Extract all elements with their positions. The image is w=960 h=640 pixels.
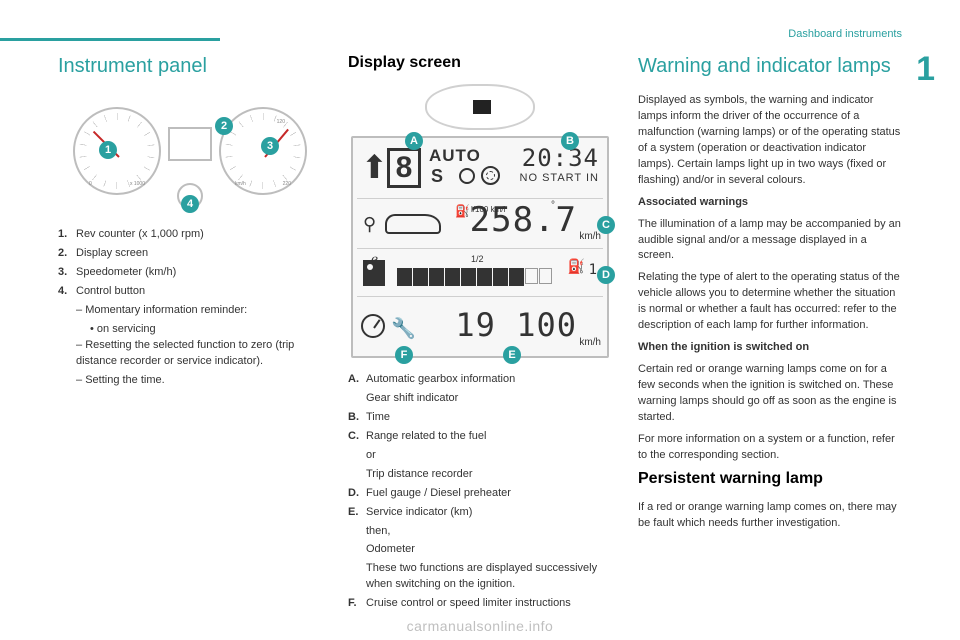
page-columns: Instrument panel 0 x 1000 120 km/h 220 1…: [58, 54, 902, 602]
list-sub: Odometer: [348, 542, 612, 558]
list-sub: These two functions are displayed succes…: [348, 561, 612, 593]
col3-p5: For more information on a system or a fu…: [638, 432, 902, 464]
display-screen-diagram: ⬆ 8 AUTO S 20:34 NO START IN ⚲ ⛽ l/100 k…: [351, 136, 609, 358]
label-C: C: [597, 216, 615, 234]
kmh-label: km/h: [579, 231, 601, 242]
badge-1: 1: [99, 141, 117, 159]
s-flag: S: [431, 166, 443, 187]
label-F: F: [395, 346, 413, 364]
kmh-label-2: km/h: [579, 337, 601, 348]
rev-unit: x 1000: [130, 181, 145, 187]
col2-list: A.Automatic gearbox information: [348, 372, 612, 388]
list-item: Setting the time.: [76, 373, 322, 389]
pump-icon: ⛽: [455, 204, 470, 218]
snow-icon: [481, 166, 500, 185]
display-row-d: ℯ 1/2 ⛽ 1: [353, 250, 607, 294]
speed-max: 220: [283, 181, 291, 187]
half-label: 1/2: [471, 254, 484, 264]
speed-top: 120: [277, 119, 285, 125]
list-item: E.Service indicator (km): [348, 505, 612, 521]
badge-2: 2: [215, 117, 233, 135]
display-row-c: ⚲ ⛽ l/100 km/l 258.7 ° km/h: [353, 200, 607, 246]
gear-digit: 8: [387, 148, 421, 188]
col1-sublist-2: Resetting the selected function to zero …: [58, 338, 322, 389]
chapter-number: 1: [916, 50, 935, 89]
list-sub: Gear shift indicator: [348, 391, 612, 407]
list-sub: Trip distance recorder: [348, 467, 612, 483]
col1-title: Instrument panel: [58, 54, 322, 79]
fuel-bars: [397, 268, 552, 286]
pin-icon: ⚲: [363, 214, 376, 235]
col3-p4: Certain red or orange warning lamps come…: [638, 362, 902, 426]
service-value: 19 100: [455, 306, 577, 344]
label-D: D: [597, 266, 615, 284]
col3-h-persist: Persistent warning lamp: [638, 470, 902, 488]
col3-title: Warning and indicator lamps: [638, 54, 902, 79]
label-A: A: [405, 132, 423, 150]
wrench-icon: 🔧: [391, 316, 416, 341]
col3-p6: If a red or orange warning lamp comes on…: [638, 500, 902, 532]
rev-counter-dial: 0 x 1000: [73, 107, 161, 195]
auto-label: AUTO: [429, 146, 481, 166]
instrument-cluster-diagram: 0 x 1000 120 km/h 220 1 2 3 4: [65, 93, 315, 213]
fuel-one: 1: [589, 262, 597, 278]
col3-h-assoc: Associated warnings: [638, 195, 902, 211]
list-sub: or: [348, 448, 612, 464]
list-item: B.Time: [348, 410, 612, 426]
label-E: E: [503, 346, 521, 364]
range-value: 258.7: [470, 200, 577, 240]
list-sub: then,: [348, 524, 612, 540]
col1-sublist: Momentary information reminder:: [58, 303, 322, 319]
list-item: 3.Speedometer (km/h): [58, 265, 322, 281]
speed-dial-icon: [361, 314, 385, 338]
watermark: carmanualsonline.info: [0, 618, 960, 634]
nostart-label: NO START IN: [520, 172, 599, 184]
pump-icon-2: ⛽: [568, 258, 585, 275]
display-row-ef: 🔧 19 100 km/h: [353, 298, 607, 356]
col3-p1: Displayed as symbols, the warning and in…: [638, 93, 902, 189]
badge-3: 3: [261, 137, 279, 155]
preheat-icon: ℯ: [371, 252, 378, 266]
list-item: 1.Rev counter (x 1,000 rpm): [58, 227, 322, 243]
center-display-icon: [168, 127, 212, 161]
deg-icon: °: [551, 200, 555, 211]
list-item: F.Cruise control or speed limiter instru…: [348, 596, 612, 612]
col3-p3: Relating the type of alert to the operat…: [638, 270, 902, 334]
time-value: 20:34: [522, 144, 599, 172]
display-diagram-wrap: ⬆ 8 AUTO S 20:34 NO START IN ⚲ ⛽ l/100 k…: [351, 84, 609, 358]
display-row-a: ⬆ 8 AUTO S 20:34 NO START IN: [353, 142, 607, 196]
col1-dotlist: on servicing: [58, 322, 322, 338]
list-item: Resetting the selected function to zero …: [76, 338, 322, 370]
column-2: Display screen ⬆ 8 AUTO S 20:34 NO START…: [348, 54, 612, 602]
list-item: 4.Control button: [58, 284, 322, 300]
col1-list: 1.Rev counter (x 1,000 rpm) 2.Display sc…: [58, 227, 322, 300]
list-item: A.Automatic gearbox information: [348, 372, 612, 388]
list-item: D.Fuel gauge / Diesel preheater: [348, 486, 612, 502]
list-item: C.Range related to the fuel: [348, 429, 612, 445]
display-bezel: [425, 84, 535, 130]
column-3: Warning and indicator lamps Displayed as…: [638, 54, 902, 602]
rev-zero: 0: [89, 181, 92, 187]
column-1: Instrument panel 0 x 1000 120 km/h 220 1…: [58, 54, 322, 602]
speed-unit: km/h: [235, 181, 246, 187]
col3-p2: The illumination of a lamp may be accomp…: [638, 217, 902, 265]
col3-h-ign: When the ignition is switched on: [638, 340, 902, 356]
top-accent-bar: [0, 38, 220, 41]
label-B: B: [561, 132, 579, 150]
list-item: on servicing: [90, 322, 322, 338]
breadcrumb: Dashboard instruments: [788, 28, 902, 40]
list-item: Momentary information reminder:: [76, 303, 322, 319]
car-icon: [385, 214, 441, 234]
up-arrow-icon: ⬆: [361, 148, 388, 186]
badge-4: 4: [181, 195, 199, 213]
ring-icon: [459, 168, 475, 184]
list-item: 2.Display screen: [58, 246, 322, 262]
col2-title: Display screen: [348, 54, 612, 72]
